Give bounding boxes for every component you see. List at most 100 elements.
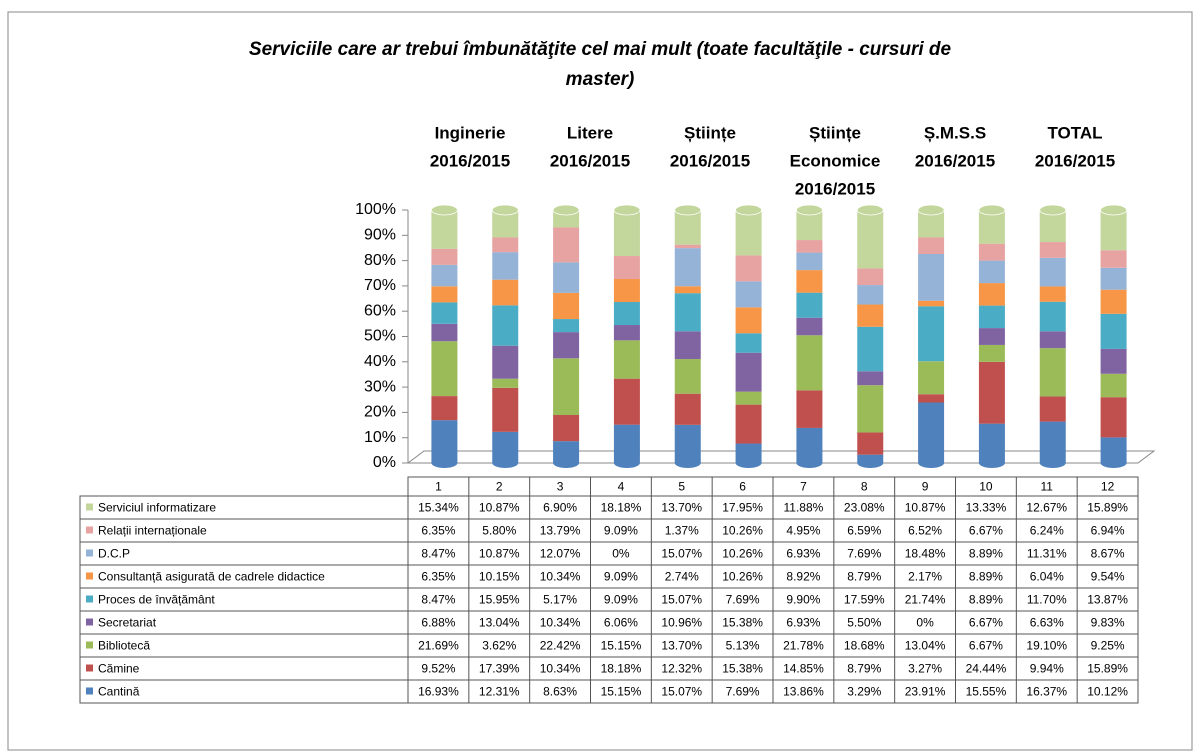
legend-label: Cantină — [98, 685, 140, 699]
bar-segment — [613, 279, 640, 303]
bar-segment — [735, 255, 762, 282]
bar-segment — [796, 335, 823, 391]
bar-segment — [857, 371, 884, 386]
legend-label: Proces de învățământ — [98, 593, 215, 607]
bar-segment — [492, 345, 519, 379]
bar-segment — [1039, 421, 1066, 463]
cylinder-top — [735, 204, 762, 216]
data-label: 18.68% — [844, 639, 885, 653]
data-label: 15.34% — [418, 501, 459, 515]
data-label: 13.04% — [905, 639, 946, 653]
legend-label: D.C.P — [98, 547, 130, 561]
data-label: 6.04% — [1030, 570, 1064, 584]
bar-segment — [918, 402, 945, 463]
data-label: 6.67% — [969, 639, 1003, 653]
data-label: 6.59% — [847, 524, 881, 538]
data-label: 6.94% — [1091, 524, 1125, 538]
bar-segment — [796, 390, 823, 428]
data-label: 8.63% — [543, 685, 577, 699]
bar-segment — [553, 292, 580, 320]
legend-swatch — [86, 618, 93, 626]
data-label: 13.70% — [661, 639, 702, 653]
data-label: 15.38% — [722, 616, 763, 630]
cylinder-top — [613, 204, 641, 216]
data-label: 7.69% — [726, 685, 760, 699]
bar-segment — [978, 260, 1005, 284]
data-label: 15.07% — [661, 547, 702, 561]
x-tick-label: 4 — [618, 480, 625, 494]
bar-segment — [431, 396, 458, 421]
bar-segment — [1100, 348, 1127, 374]
cylinder-top — [674, 204, 702, 216]
data-label: 17.59% — [844, 593, 885, 607]
bar-segment — [431, 323, 458, 342]
bar-segment — [918, 300, 945, 307]
data-label: 12.07% — [540, 547, 581, 561]
data-label: 13.33% — [966, 501, 1007, 515]
bar-segment — [613, 378, 640, 425]
data-label: 9.09% — [604, 524, 638, 538]
bar-segment — [857, 210, 884, 269]
bar-segment — [978, 328, 1005, 345]
floor — [406, 450, 1156, 464]
bar-segment — [735, 391, 762, 405]
bar-segment — [674, 286, 701, 294]
bar-segment — [735, 352, 762, 392]
bar-segment — [735, 210, 762, 256]
data-label: 10.15% — [479, 570, 520, 584]
data-label: 15.38% — [722, 662, 763, 676]
data-label: 13.87% — [1087, 593, 1128, 607]
bar-segment — [613, 340, 640, 379]
bar-segment — [1039, 286, 1066, 302]
bar-segment — [857, 285, 884, 305]
bar-segment — [978, 305, 1005, 329]
data-label: 13.86% — [783, 685, 824, 699]
group-label: Ș.M.S.S — [924, 123, 986, 142]
bar-segment — [918, 306, 945, 362]
data-label: 16.93% — [418, 685, 459, 699]
legend-swatch — [86, 664, 93, 672]
bar-segment — [735, 281, 762, 308]
data-label: 10.26% — [722, 524, 763, 538]
data-label: 10.34% — [540, 662, 581, 676]
data-label: 8.79% — [847, 570, 881, 584]
x-tick-label: 3 — [557, 480, 564, 494]
data-label: 8.89% — [969, 570, 1003, 584]
bar-segment — [796, 240, 823, 253]
bar-segment — [918, 237, 945, 254]
bar-segment — [553, 227, 580, 263]
data-label: 7.69% — [847, 547, 881, 561]
data-label: 13.04% — [479, 616, 520, 630]
y-tick-label: 70% — [364, 277, 396, 294]
data-label: 15.15% — [601, 685, 642, 699]
bar-segment — [918, 394, 945, 403]
data-label: 13.70% — [661, 501, 702, 515]
y-tick-label: 10% — [364, 429, 396, 446]
data-label: 9.54% — [1091, 570, 1125, 584]
data-label: 9.09% — [604, 570, 638, 584]
cylinder-top — [431, 204, 458, 216]
bar-segment — [1039, 396, 1066, 422]
data-label: 4.95% — [786, 524, 820, 538]
data-label: 0% — [916, 616, 934, 630]
data-label: 6.24% — [1030, 524, 1064, 538]
data-label: 11.70% — [1027, 593, 1067, 607]
bar-segment — [674, 244, 701, 249]
group-label: TOTAL — [1047, 123, 1102, 142]
group-label: Economice — [790, 151, 881, 170]
group-label: 2016/2015 — [670, 151, 750, 170]
x-tick-label: 12 — [1101, 480, 1115, 494]
group-label: 2016/2015 — [1035, 151, 1115, 170]
bar-segment — [857, 385, 884, 433]
data-label: 3.62% — [482, 639, 516, 653]
data-label: 10.26% — [722, 570, 763, 584]
bar-segment — [613, 302, 640, 326]
data-label: 15.07% — [661, 685, 702, 699]
data-label: 18.48% — [905, 547, 946, 561]
bar-segment — [613, 256, 640, 280]
group-label: 2016/2015 — [795, 179, 875, 198]
x-tick-label: 5 — [678, 480, 685, 494]
bar-segment — [492, 305, 519, 346]
bar-segment — [553, 441, 580, 463]
cylinder-top — [552, 204, 580, 216]
